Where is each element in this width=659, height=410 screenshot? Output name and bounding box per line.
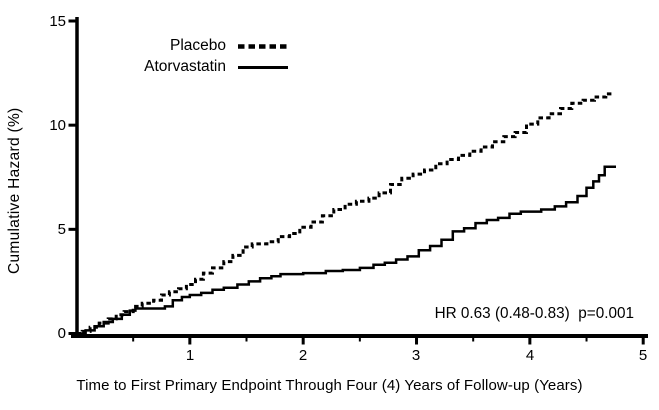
legend-label-atorvastatin: Atorvastatin [144,58,226,75]
x-tick-label-5: 5 [638,347,648,364]
y-tick-label-0: 0 [57,325,66,342]
y-tick-label-10: 10 [49,117,66,134]
y-axis-title: Cumulative Hazard (%) [6,107,23,274]
atorvastatin-curve [76,165,616,335]
x-tick-label-1: 1 [185,347,195,364]
hazard-ratio-annotation: HR 0.63 (0.48-0.83) p=0.001 [434,305,634,322]
x-tick-label-2: 2 [298,347,308,364]
y-tick-label-15: 15 [49,13,66,30]
x-axis-title: Time to First Primary Endpoint Through F… [76,377,583,394]
x-tick-label-3: 3 [411,347,421,364]
y-tick-label-5: 5 [57,221,66,238]
x-tick-label-4: 4 [525,347,535,364]
legend-label-placebo: Placebo [169,37,226,54]
placebo-curve [76,92,612,335]
